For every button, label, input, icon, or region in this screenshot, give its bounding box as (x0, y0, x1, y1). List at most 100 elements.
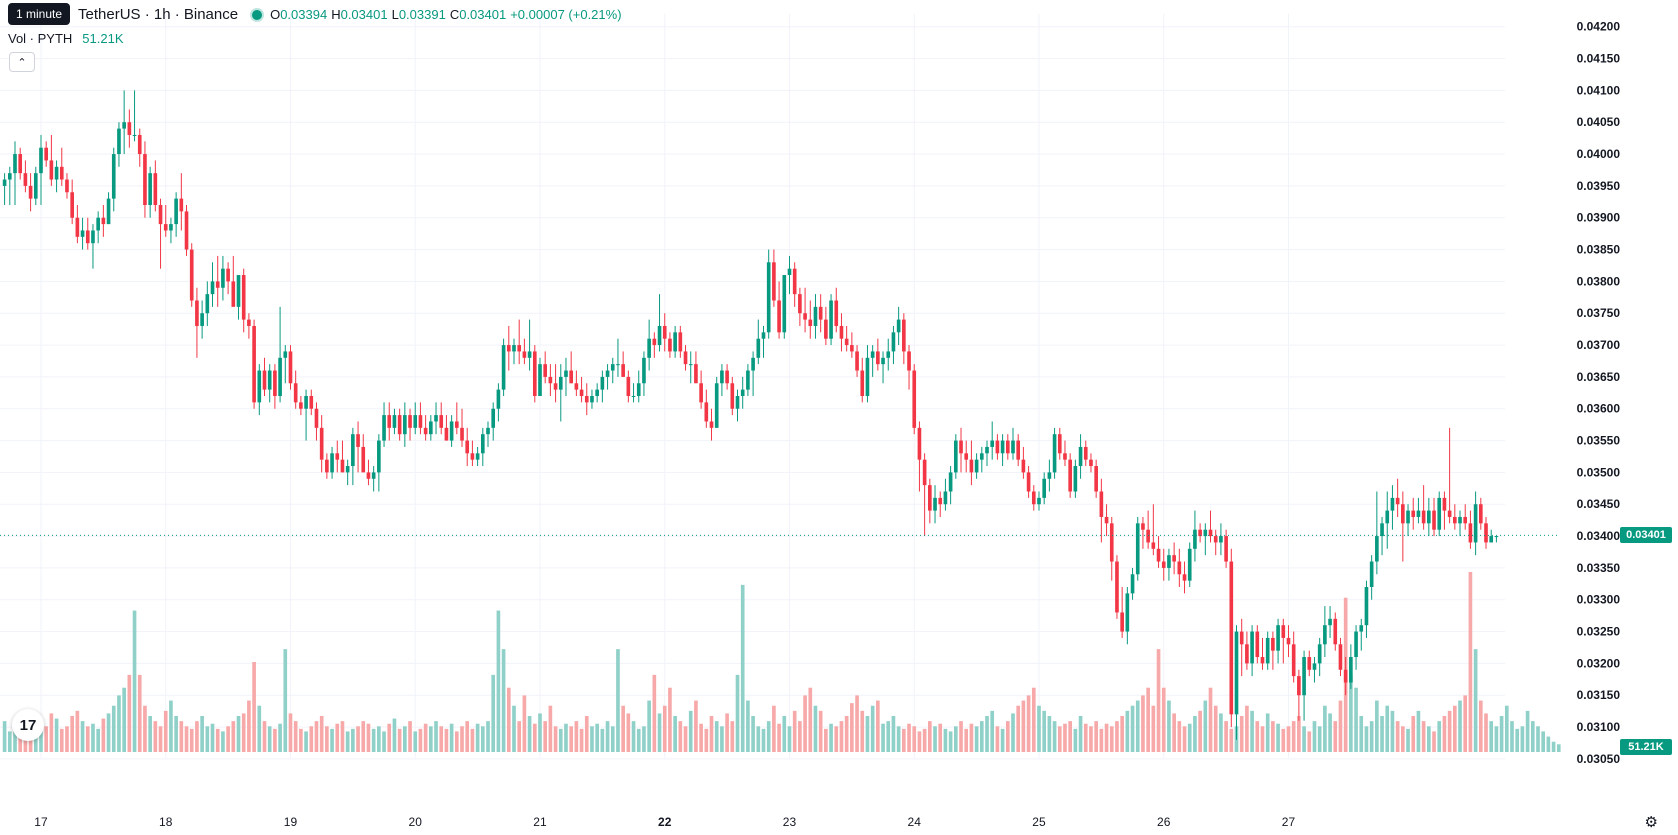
y-tick-label: 0.03500 (1577, 465, 1621, 479)
candle-body (1172, 555, 1176, 562)
candle-body (673, 332, 677, 352)
candle-body (475, 453, 480, 460)
ohlc-close-value: 0.03401 (459, 7, 507, 22)
candle-body (423, 427, 428, 435)
candle-body (621, 364, 625, 377)
volume-bar (860, 710, 865, 752)
candle-body (595, 389, 599, 396)
candle-body (1421, 510, 1426, 524)
volume-bar (293, 721, 298, 752)
candle-body (288, 351, 293, 384)
candle-body (403, 415, 407, 435)
candle-body (808, 319, 813, 326)
volume-bar (1083, 723, 1088, 752)
candle-body (1182, 574, 1187, 581)
volume-bar (813, 705, 818, 752)
candle-body (340, 459, 345, 473)
volume-bar (610, 726, 615, 752)
volume-bar (423, 723, 428, 752)
y-tick-label: 0.03900 (1577, 211, 1621, 225)
volume-bar (1556, 744, 1561, 752)
volume-bar (475, 723, 480, 752)
candle-body (273, 370, 277, 396)
candle-body (517, 345, 522, 352)
volume-bar (1167, 700, 1171, 752)
volume-bar (1328, 713, 1332, 752)
candle-body (111, 154, 116, 199)
candle-body (247, 319, 251, 326)
volume-bar (148, 716, 152, 752)
volume-bar (382, 731, 386, 752)
volume-bar (80, 721, 85, 752)
candle-body (974, 459, 979, 473)
symbol-title[interactable]: TetherUS · 1h · Binance (78, 6, 239, 23)
y-tick-label: 0.03850 (1577, 243, 1621, 257)
candle-body (174, 198, 178, 225)
volume-bar (1135, 700, 1140, 752)
symbol-legend: TetherUS · 1h · Binance O 0.03394 H 0.03… (78, 6, 626, 23)
volume-bar (870, 705, 875, 752)
volume-bar (933, 726, 937, 752)
volume-bar (850, 703, 854, 752)
volume-bar (49, 713, 54, 752)
candle-body (101, 217, 106, 225)
candle-body (584, 396, 589, 403)
candle-body (730, 383, 735, 409)
volume-bar (283, 649, 288, 752)
volume-bar (1297, 716, 1301, 752)
candle-body (829, 300, 833, 339)
volume-bar (413, 731, 418, 752)
candle-body (1229, 561, 1234, 715)
volume-bar (1104, 723, 1109, 752)
candle-body (465, 440, 470, 454)
volume-bar (694, 700, 698, 752)
candle-body (460, 427, 464, 441)
volume-bar (454, 731, 459, 752)
candle-body (1099, 491, 1104, 517)
volume-bar (1317, 726, 1322, 752)
candle-body (143, 154, 147, 205)
volume-bar (278, 723, 282, 752)
candle-body (985, 446, 989, 454)
x-tick-label: 17 (34, 815, 48, 829)
collapse-legend-button[interactable]: ⌃ (9, 52, 35, 72)
volume-bar (1520, 726, 1525, 752)
volume-bar (1442, 716, 1447, 752)
candle-body (725, 370, 729, 384)
candle-body (948, 472, 953, 492)
volume-bar (392, 718, 397, 752)
candle-body (850, 345, 854, 352)
volume-bar (647, 700, 651, 752)
candle-body (1208, 529, 1213, 537)
candle-body (1011, 440, 1015, 454)
volume-bar (309, 726, 314, 752)
volume-bar (1406, 728, 1410, 752)
settings-icon[interactable]: ⚙ (1644, 814, 1658, 831)
volume-bar (803, 695, 807, 752)
candle-body (626, 376, 631, 396)
volume-bar (699, 723, 703, 752)
volume-bar (1156, 649, 1161, 752)
candle-body (1349, 657, 1353, 683)
volume-legend-label[interactable]: Vol · PYTH (8, 31, 73, 46)
volume-bar (621, 705, 625, 752)
volume-bar (569, 726, 573, 752)
volume-bar (1333, 721, 1338, 752)
candle-body (902, 319, 906, 352)
volume-bar (553, 726, 558, 752)
tradingview-logo-icon[interactable]: 17 (12, 709, 44, 741)
volume-bar (1182, 726, 1187, 752)
candle-body (1255, 631, 1260, 658)
candle-body (39, 147, 43, 174)
candle-body (1000, 440, 1005, 454)
candle-body (496, 389, 501, 409)
volume-bar (163, 710, 168, 752)
volume-bar (1229, 728, 1234, 752)
volume-bar (1193, 716, 1197, 752)
volume-bar (829, 723, 833, 752)
y-tick-label: 0.04000 (1577, 147, 1621, 161)
volume-bar (777, 723, 781, 752)
candle-body (163, 224, 168, 231)
candle-body (241, 275, 246, 320)
